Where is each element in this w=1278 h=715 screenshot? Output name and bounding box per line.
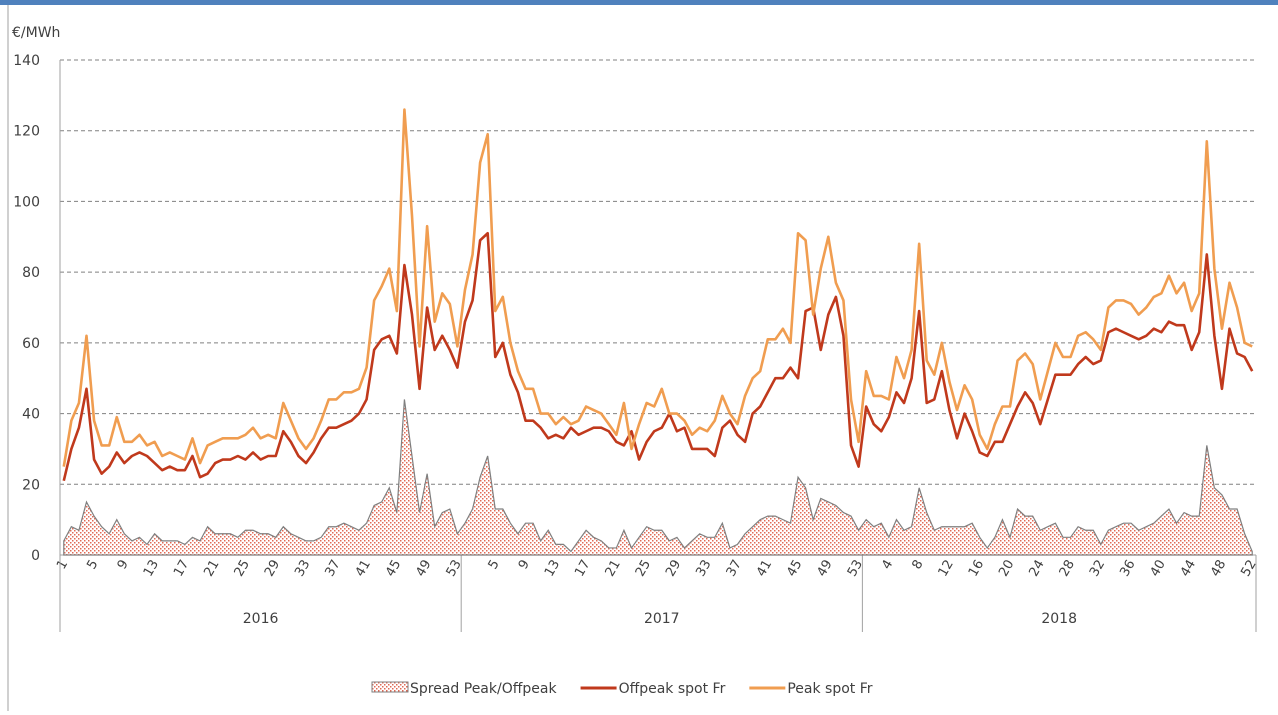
x-tick-label: 8 [909, 558, 926, 573]
x-tick-label: 25 [232, 558, 253, 580]
group-label: 2016 [243, 611, 279, 627]
x-tick-label: 9 [115, 558, 132, 573]
x-tick-label: 17 [171, 558, 192, 580]
x-tick-label: 53 [845, 558, 866, 580]
x-tick-label: 29 [663, 558, 684, 580]
y-tick-label: 60 [22, 336, 40, 352]
x-tick-label: 21 [603, 558, 624, 580]
x-tick-label: 33 [292, 558, 313, 580]
x-tick-label: 28 [1057, 558, 1078, 580]
x-tick-label: 33 [693, 558, 714, 580]
x-tick-label: 40 [1148, 558, 1169, 580]
y-tick-label: 100 [13, 194, 40, 210]
legend-label: Peak spot Fr [787, 681, 872, 697]
legend-label: Spread Peak/Offpeak [410, 681, 557, 697]
x-tick-label: 48 [1208, 558, 1229, 580]
x-tick-label: 12 [936, 558, 957, 580]
x-tick-label: 37 [724, 558, 745, 580]
x-tick-label: 44 [1178, 558, 1199, 580]
top-banner [0, 0, 1278, 5]
x-tick-label: 29 [262, 558, 283, 580]
y-tick-label: 140 [13, 53, 40, 69]
x-tick-label: 21 [201, 558, 222, 580]
x-tick-label: 41 [754, 558, 775, 580]
x-tick-label: 49 [815, 558, 836, 580]
x-tick-label: 41 [353, 558, 374, 580]
x-tick-label: 1 [54, 558, 71, 573]
y-tick-label: 80 [22, 265, 40, 281]
x-tick-label: 53 [444, 558, 465, 580]
series-line [62, 108, 1253, 467]
group-label: 2018 [1041, 611, 1077, 627]
x-tick-label: 9 [516, 558, 533, 573]
legend-swatch [371, 681, 409, 693]
x-tick-label: 25 [633, 558, 654, 580]
y-axis-label: €/MWh [12, 25, 60, 41]
x-tick-label: 45 [784, 558, 805, 580]
x-tick-label: 13 [542, 558, 563, 580]
x-tick-label: 5 [84, 558, 101, 573]
x-tick-label: 32 [1087, 558, 1108, 580]
y-tick-label: 120 [13, 124, 40, 140]
series-line [62, 231, 1254, 482]
x-tick-label: 37 [322, 558, 343, 580]
y-tick-label: 0 [31, 548, 40, 564]
x-tick-label: 20 [996, 557, 1017, 579]
spread-area [63, 399, 1253, 556]
y-tick-label: 40 [22, 407, 40, 423]
x-tick-label: 13 [141, 558, 162, 580]
group-label: 2017 [644, 611, 680, 627]
x-tick-label: 4 [879, 558, 896, 573]
x-tick-label: 49 [413, 558, 434, 580]
y-tick-label: 20 [22, 477, 40, 493]
x-tick-label: 17 [572, 558, 593, 580]
legend-label: Offpeak spot Fr [619, 681, 726, 697]
x-tick-label: 16 [966, 558, 987, 580]
x-tick-label: 24 [1026, 558, 1047, 580]
x-tick-label: 5 [486, 558, 503, 573]
x-tick-label: 52 [1238, 558, 1259, 580]
x-tick-label: 45 [383, 558, 404, 580]
x-tick-label: 36 [1117, 558, 1138, 580]
